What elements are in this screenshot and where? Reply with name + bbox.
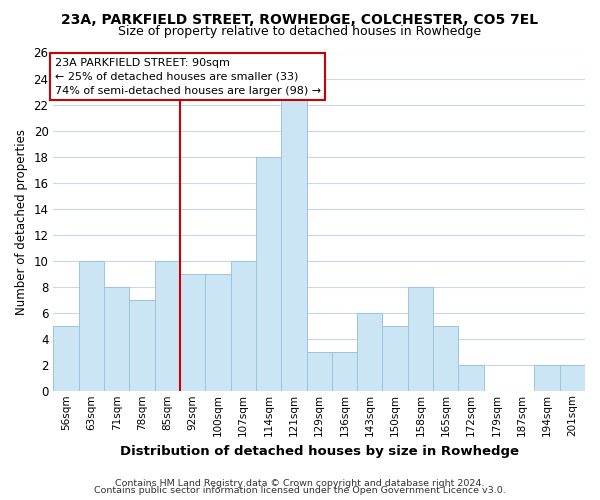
Bar (205, 274, 230, 392)
Text: Contains HM Land Registry data © Crown copyright and database right 2024.: Contains HM Land Registry data © Crown c… (115, 478, 485, 488)
Y-axis label: Number of detached properties: Number of detached properties (15, 129, 28, 315)
Bar (535, 365, 560, 392)
Bar (53, 326, 79, 392)
Bar (307, 352, 332, 392)
Bar (433, 326, 458, 392)
X-axis label: Distribution of detached houses by size in Rowhedge: Distribution of detached houses by size … (120, 444, 519, 458)
Text: 23A PARKFIELD STREET: 90sqm
← 25% of detached houses are smaller (33)
74% of sem: 23A PARKFIELD STREET: 90sqm ← 25% of det… (55, 58, 321, 96)
Bar (180, 274, 205, 392)
Bar (79, 261, 104, 392)
Bar (458, 365, 484, 392)
Bar (256, 156, 281, 392)
Bar (130, 300, 155, 392)
Bar (230, 261, 256, 392)
Text: Contains public sector information licensed under the Open Government Licence v3: Contains public sector information licen… (94, 486, 506, 495)
Bar (357, 313, 382, 392)
Bar (281, 92, 307, 392)
Bar (332, 352, 357, 392)
Bar (155, 261, 180, 392)
Bar (382, 326, 408, 392)
Text: 23A, PARKFIELD STREET, ROWHEDGE, COLCHESTER, CO5 7EL: 23A, PARKFIELD STREET, ROWHEDGE, COLCHES… (61, 12, 539, 26)
Bar (408, 287, 433, 392)
Text: Size of property relative to detached houses in Rowhedge: Size of property relative to detached ho… (118, 25, 482, 38)
Bar (104, 287, 130, 392)
Bar (560, 365, 585, 392)
